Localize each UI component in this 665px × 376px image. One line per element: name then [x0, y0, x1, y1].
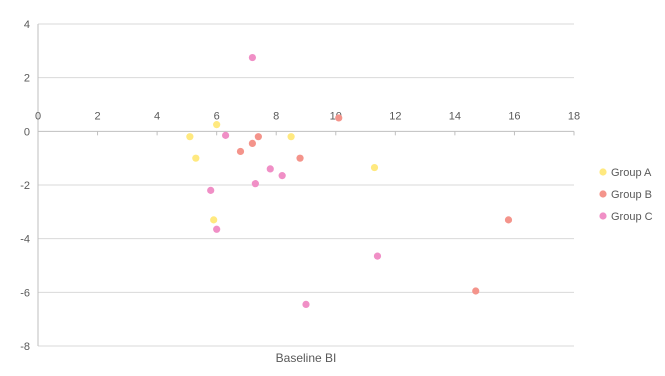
y-tick-label: -8 — [20, 341, 30, 353]
group-b-point — [248, 139, 256, 148]
gridlines — [38, 23, 574, 347]
y-tick-label: 0 — [24, 126, 30, 138]
legend: Group A Group B Group C — [599, 167, 653, 223]
group-c-point — [248, 53, 256, 62]
group-a-point — [210, 216, 218, 224]
x-tick-label: 16 — [508, 110, 520, 122]
group-b-point — [254, 133, 262, 141]
x-tick-label: 12 — [389, 110, 401, 122]
group-c-point — [266, 165, 274, 173]
legend-marker-group-b — [599, 190, 607, 198]
group-b-point — [504, 216, 513, 224]
x-tick-label: 18 — [568, 110, 580, 122]
legend-label-group-b: Group B — [611, 189, 652, 201]
group-b-point — [296, 154, 304, 162]
legend-marker-group-a — [599, 168, 607, 176]
x-tick-label: 2 — [94, 110, 100, 122]
group-b-point — [335, 114, 343, 122]
group-a-point — [370, 163, 379, 172]
group-a-point — [213, 121, 221, 129]
group-a-point — [186, 133, 194, 141]
legend-label-group-c: Group C — [611, 211, 653, 223]
group-a-point — [192, 154, 200, 162]
y-tick-label: -4 — [20, 234, 30, 246]
group-c-point — [207, 186, 215, 194]
y-tick-label: -6 — [20, 287, 30, 299]
legend-marker-group-c — [599, 212, 607, 220]
y-tick-label: 4 — [24, 19, 30, 31]
x-tick-label: 4 — [154, 110, 160, 122]
x-tick-label: 6 — [214, 110, 220, 122]
x-axis-title: Baseline BI — [276, 351, 337, 365]
group-c-point — [373, 252, 382, 260]
group-b-point — [236, 147, 245, 156]
group-c-point — [222, 131, 230, 139]
x-tick-label: 0 — [35, 110, 41, 122]
x-tick-label: 8 — [273, 110, 279, 122]
legend-label-group-a: Group A — [611, 167, 652, 179]
group-c-point — [302, 300, 310, 309]
group-a-point — [287, 133, 295, 141]
y-tick-label: -2 — [20, 180, 30, 192]
data-points — [186, 53, 513, 309]
group-c-point — [278, 172, 286, 180]
group-b-point — [472, 287, 480, 295]
group-c-point — [251, 180, 259, 188]
group-c-point — [213, 225, 221, 233]
tick-labels: 420-2-4-6-8024681012141618 — [20, 19, 580, 353]
axes — [37, 24, 575, 346]
x-tick-label: 14 — [449, 110, 461, 122]
y-tick-label: 2 — [24, 73, 30, 85]
